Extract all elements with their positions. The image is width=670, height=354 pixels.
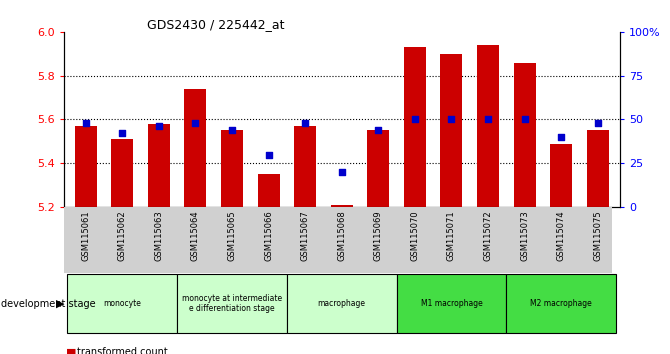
Point — [519, 117, 530, 122]
Bar — [477, 45, 499, 207]
Text: GSM115065: GSM115065 — [227, 210, 237, 261]
Bar — [294, 126, 316, 207]
Point — [190, 120, 201, 126]
FancyBboxPatch shape — [507, 274, 616, 333]
Point — [336, 169, 347, 175]
Text: GSM115072: GSM115072 — [484, 210, 492, 261]
Point — [263, 152, 274, 158]
Text: GSM115061: GSM115061 — [81, 210, 90, 261]
Point — [153, 124, 164, 129]
Text: GSM115069: GSM115069 — [374, 210, 383, 261]
Bar — [257, 174, 279, 207]
Bar — [440, 54, 462, 207]
Text: GSM115063: GSM115063 — [154, 210, 163, 261]
Point — [117, 131, 127, 136]
Text: GSM115075: GSM115075 — [594, 210, 602, 261]
Point — [409, 117, 420, 122]
Bar — [550, 144, 572, 207]
Bar — [514, 63, 535, 207]
Bar — [184, 89, 206, 207]
Text: GDS2430 / 225442_at: GDS2430 / 225442_at — [147, 18, 285, 31]
Bar — [331, 205, 352, 207]
Text: ▶: ▶ — [56, 298, 64, 309]
Text: GSM115071: GSM115071 — [447, 210, 456, 261]
Text: M2 macrophage: M2 macrophage — [531, 299, 592, 308]
Text: GSM115068: GSM115068 — [337, 210, 346, 261]
Point — [482, 117, 493, 122]
Text: GSM115062: GSM115062 — [118, 210, 127, 261]
Text: monocyte at intermediate
e differentiation stage: monocyte at intermediate e differentiati… — [182, 294, 282, 313]
Text: GSM115070: GSM115070 — [410, 210, 419, 261]
Text: monocyte: monocyte — [103, 299, 141, 308]
FancyBboxPatch shape — [64, 207, 612, 273]
Point — [446, 117, 457, 122]
Point — [80, 120, 91, 126]
Point — [226, 127, 237, 133]
FancyBboxPatch shape — [67, 274, 177, 333]
Bar — [148, 124, 170, 207]
Text: GSM115064: GSM115064 — [191, 210, 200, 261]
Bar — [587, 130, 609, 207]
Point — [373, 127, 384, 133]
Text: macrophage: macrophage — [318, 299, 366, 308]
FancyBboxPatch shape — [287, 274, 397, 333]
Text: GSM115073: GSM115073 — [520, 210, 529, 261]
Text: ■: ■ — [66, 347, 76, 354]
Bar — [221, 130, 243, 207]
Text: M1 macrophage: M1 macrophage — [421, 299, 482, 308]
Bar — [404, 47, 426, 207]
FancyBboxPatch shape — [177, 274, 287, 333]
FancyBboxPatch shape — [397, 274, 507, 333]
Point — [592, 120, 603, 126]
Bar — [74, 126, 96, 207]
Bar — [367, 130, 389, 207]
Text: development stage: development stage — [1, 298, 96, 309]
Point — [299, 120, 310, 126]
Bar — [111, 139, 133, 207]
Text: transformed count: transformed count — [77, 347, 168, 354]
Text: GSM115074: GSM115074 — [557, 210, 565, 261]
Text: GSM115066: GSM115066 — [264, 210, 273, 261]
Point — [556, 134, 567, 140]
Text: GSM115067: GSM115067 — [301, 210, 310, 261]
